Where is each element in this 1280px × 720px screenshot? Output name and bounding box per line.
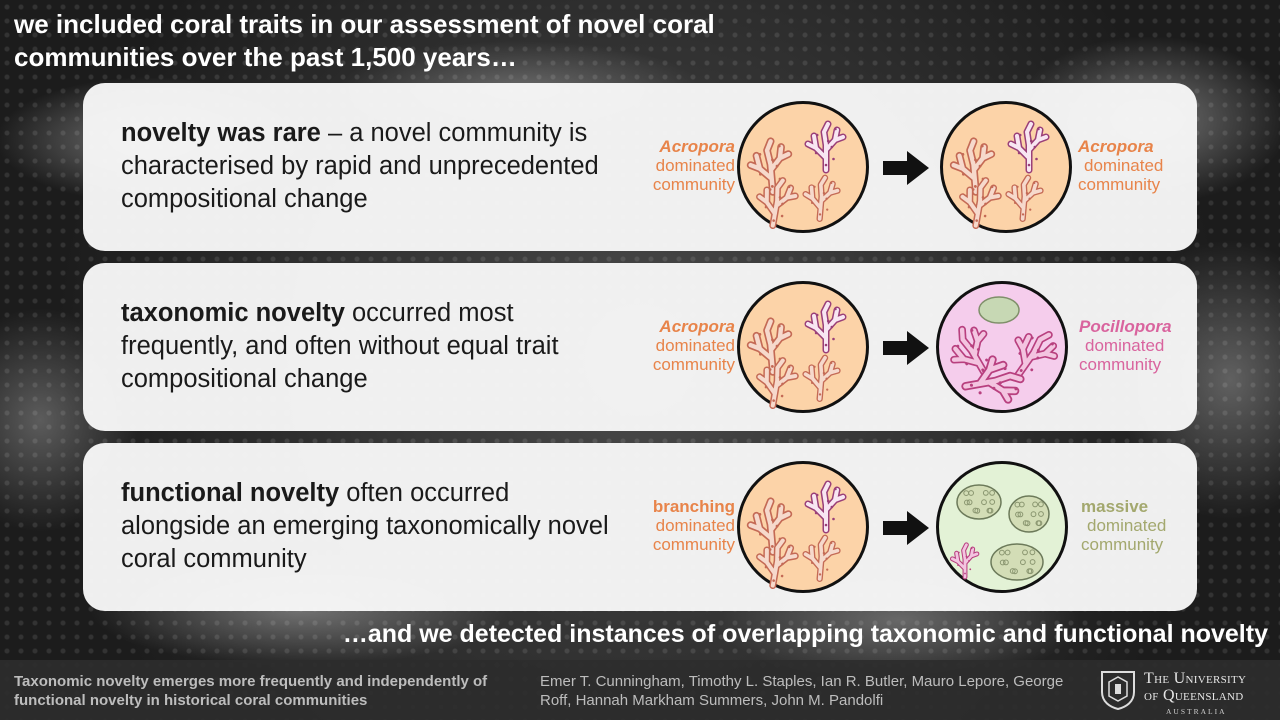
right-community-label: Pocillopora dominated community <box>1079 317 1189 374</box>
panel-functional-novelty: functional novelty often occurred alongs… <box>83 443 1197 611</box>
panel-rest-text: occurred most frequently, and often with… <box>121 299 559 393</box>
community-label-line2: dominated <box>655 516 735 535</box>
headline: we included coral traits in our assessme… <box>14 8 814 74</box>
paper-title: Taxonomic novelty emerges more frequentl… <box>14 673 488 709</box>
university-country: AUSTRALIA <box>1166 707 1227 716</box>
acropora-community-icon <box>940 101 1072 233</box>
arrow-right-icon <box>883 331 929 365</box>
right-community-label: massive dominated community <box>1081 497 1191 554</box>
panel-taxonomic-novelty: taxonomic novelty occurred most frequent… <box>83 263 1197 431</box>
author-list: Emer T. Cunningham, Timothy L. Staples, … <box>540 673 1064 709</box>
arrow-right-icon <box>883 511 929 545</box>
community-label-line3: community <box>1078 175 1161 194</box>
community-label-title: Pocillopora <box>1079 317 1172 336</box>
left-community-label: branching dominated community <box>631 497 735 554</box>
community-label-title: Acropora <box>1078 137 1154 156</box>
panel-bold-text: taxonomic novelty <box>121 299 345 327</box>
left-community-label: Acropora dominated community <box>631 137 735 194</box>
community-label-line2: dominated <box>655 336 735 355</box>
panel-bold-text: functional novelty <box>121 479 340 507</box>
footer-bar: Taxonomic novelty emerges more frequentl… <box>0 660 1280 720</box>
acropora-community-icon <box>737 101 869 233</box>
panel-novelty-rare: novelty was rare – a novel community is … <box>83 83 1197 251</box>
community-label-line3: community <box>652 175 735 194</box>
community-label-line2: dominated <box>1087 516 1167 535</box>
arrow-right-icon <box>883 151 929 185</box>
branching-community-icon <box>737 461 869 593</box>
panel-text: taxonomic novelty occurred most frequent… <box>121 297 621 396</box>
community-label-title: branching <box>652 497 735 516</box>
community-label-title: Acropora <box>659 137 735 156</box>
community-label-line3: community <box>1081 535 1164 554</box>
community-label-line3: community <box>1079 355 1162 374</box>
university-name: The University of Queensland <box>1144 670 1247 704</box>
right-community-label: Acropora dominated community <box>1078 137 1188 194</box>
headline-line-2: communities over the past 1,500 years… <box>14 42 517 72</box>
panel-text: novelty was rare – a novel community is … <box>121 117 621 216</box>
community-label-line3: community <box>652 535 735 554</box>
university-crest-icon <box>1101 671 1135 710</box>
acropora-community-icon <box>737 281 869 413</box>
pocillopora-community-icon <box>936 281 1068 413</box>
community-label-line2: dominated <box>655 156 735 175</box>
left-community-label: Acropora dominated community <box>631 317 735 374</box>
university-logo: The University of Queensland AUSTRALIA <box>1100 666 1270 716</box>
headline-line-1: we included coral traits in our assessme… <box>14 9 715 39</box>
community-label-line2: dominated <box>1085 336 1165 355</box>
community-label-title: massive <box>1081 497 1149 516</box>
community-label-line3: community <box>652 355 735 374</box>
panel-bold-text: novelty was rare <box>121 119 321 147</box>
panel-text: functional novelty often occurred alongs… <box>121 477 621 576</box>
panel-rest-text: often occurred alongside an emerging tax… <box>121 479 609 573</box>
community-label-line2: dominated <box>1084 156 1164 175</box>
community-label-title: Acropora <box>659 317 735 336</box>
conclusion-text: …and we detected instances of overlappin… <box>342 620 1268 648</box>
panel-rest-text: – a novel community is characterised by … <box>121 119 599 213</box>
massive-community-icon <box>936 461 1068 593</box>
